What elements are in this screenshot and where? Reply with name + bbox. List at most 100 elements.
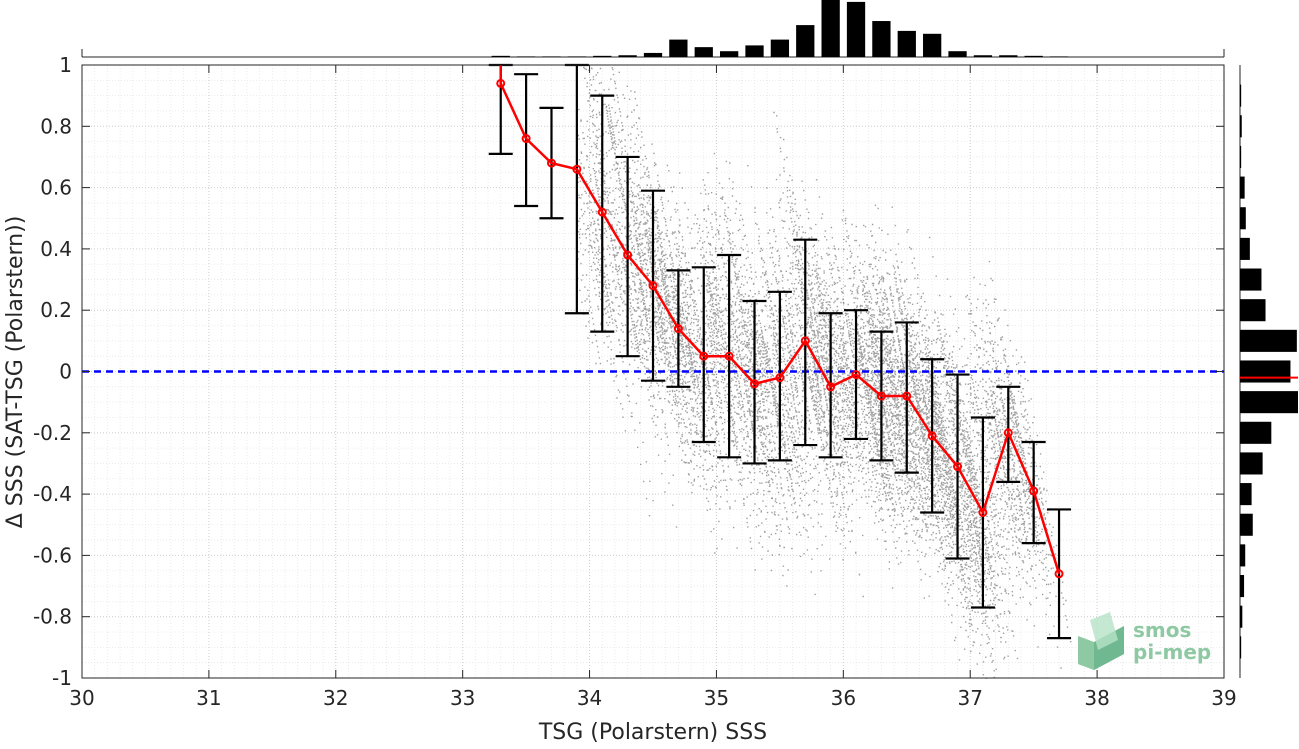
y-tick-label: -1 [52, 666, 72, 690]
x-hist-bar [1049, 56, 1069, 57]
mean-point [750, 379, 760, 389]
mean-point [572, 164, 582, 174]
x-hist-bar [719, 51, 739, 57]
x-axis-ticks: 30 31 32 33 34 35 36 37 38 39 [69, 65, 1237, 710]
x-tick-label: 39 [1211, 686, 1236, 710]
logo-line2: pi-mep [1133, 640, 1211, 664]
x-hist-bar [897, 30, 916, 57]
y-hist-bar [1240, 636, 1242, 659]
mean-point [800, 336, 810, 346]
x-hist-bar [643, 52, 663, 57]
x-tick-label: 31 [196, 686, 221, 710]
x-tick-label: 35 [704, 686, 729, 710]
y-tick-label: 0.6 [40, 176, 72, 200]
mean-point [851, 370, 861, 380]
x-hist-bar [872, 21, 891, 57]
y-hist-bar [1240, 237, 1250, 260]
mean-point [775, 373, 785, 383]
y-hist-bar [1240, 145, 1242, 168]
y-tick-label: 0 [59, 360, 72, 384]
y-hist-bar [1240, 513, 1253, 536]
mean-point [673, 324, 683, 334]
x-hist-bar [745, 45, 764, 57]
mean-point [902, 391, 912, 401]
y-tick-label: 0.4 [40, 237, 72, 261]
mean-point [1029, 486, 1039, 496]
x-hist-bar [796, 25, 815, 57]
x-hist-bar [694, 47, 713, 57]
y-histogram [1239, 65, 1298, 678]
x-hist-bar [1024, 55, 1043, 57]
y-hist-bar [1240, 84, 1242, 107]
mean-point [1054, 569, 1064, 579]
mean-point [953, 462, 963, 472]
x-hist-bar [948, 51, 967, 57]
y-hist-bar [1240, 544, 1246, 567]
y-hist-bar [1240, 421, 1272, 444]
x-hist-bar [846, 1, 866, 57]
x-hist-bar [516, 56, 536, 57]
x-hist-bar [491, 55, 510, 57]
y-hist-bar [1240, 483, 1252, 506]
y-hist-bar [1240, 207, 1246, 230]
x-hist-bar [923, 33, 942, 57]
y-tick-label: -0.2 [33, 421, 72, 445]
x-hist-bar [770, 39, 790, 57]
mean-point [978, 507, 988, 517]
mean-point [876, 391, 886, 401]
y-hist-bar [1240, 299, 1266, 322]
x-tick-label: 36 [831, 686, 856, 710]
x-histogram [81, 0, 1225, 58]
mean-point [623, 250, 633, 260]
x-tick-label: 33 [450, 686, 475, 710]
x-hist-bar [821, 0, 840, 57]
y-tick-label: -0.6 [33, 543, 72, 567]
binned-mean-line [496, 65, 1064, 579]
x-tick-label: 34 [577, 686, 602, 710]
mean-point [521, 134, 531, 144]
logo-emblem-icon [1078, 612, 1124, 670]
y-hist-bar [1240, 360, 1291, 383]
logo-line1: smos [1133, 618, 1191, 642]
x-tick-label: 30 [69, 686, 94, 710]
y-hist-bar [1240, 391, 1298, 414]
y-hist-bar [1240, 268, 1262, 291]
mean-point [597, 207, 607, 217]
x-hist-bar [618, 55, 637, 57]
mean-point [1003, 428, 1013, 438]
mean-point [724, 351, 734, 361]
y-hist-bar [1240, 329, 1297, 352]
x-tick-label: 37 [957, 686, 982, 710]
x-axis-title: TSG (Polarstern) SSS [538, 720, 767, 745]
error-bars [488, 63, 1072, 640]
x-tick-label: 32 [323, 686, 348, 710]
x-hist-bar [973, 55, 993, 57]
y-hist-bar [1240, 605, 1243, 628]
mean-point [546, 158, 556, 168]
x-tick-label: 38 [1084, 686, 1109, 710]
x-hist-bar [567, 56, 587, 57]
x-hist-bar [542, 56, 561, 57]
mean-point [496, 78, 506, 88]
x-hist-bar [999, 55, 1018, 57]
mean-point [927, 431, 937, 441]
y-hist-bar [1240, 452, 1263, 475]
x-hist-bar [593, 55, 612, 57]
y-hist-bar [1240, 575, 1245, 598]
x-hist-bar [669, 39, 688, 57]
y-tick-label: 1 [59, 53, 72, 77]
y-hist-bar [1240, 115, 1242, 138]
y-tick-label: 0.8 [40, 114, 72, 138]
y-axis-ticks: -1 -0.8 -0.6 -0.4 -0.2 0 0.2 0.4 0.6 0.8 1 [33, 53, 1224, 690]
mean-point [648, 281, 658, 291]
mean-point [826, 382, 836, 392]
y-tick-label: 0.2 [40, 298, 72, 322]
y-tick-label: -0.4 [33, 482, 72, 506]
y-axis-title: Δ SSS (SAT-TSG (Polarstern)) [3, 216, 28, 529]
y-tick-label: -0.8 [33, 605, 72, 629]
mean-point [699, 351, 709, 361]
y-hist-bar [1240, 176, 1245, 199]
smos-pimep-logo: smos pi-mep [1078, 612, 1211, 670]
